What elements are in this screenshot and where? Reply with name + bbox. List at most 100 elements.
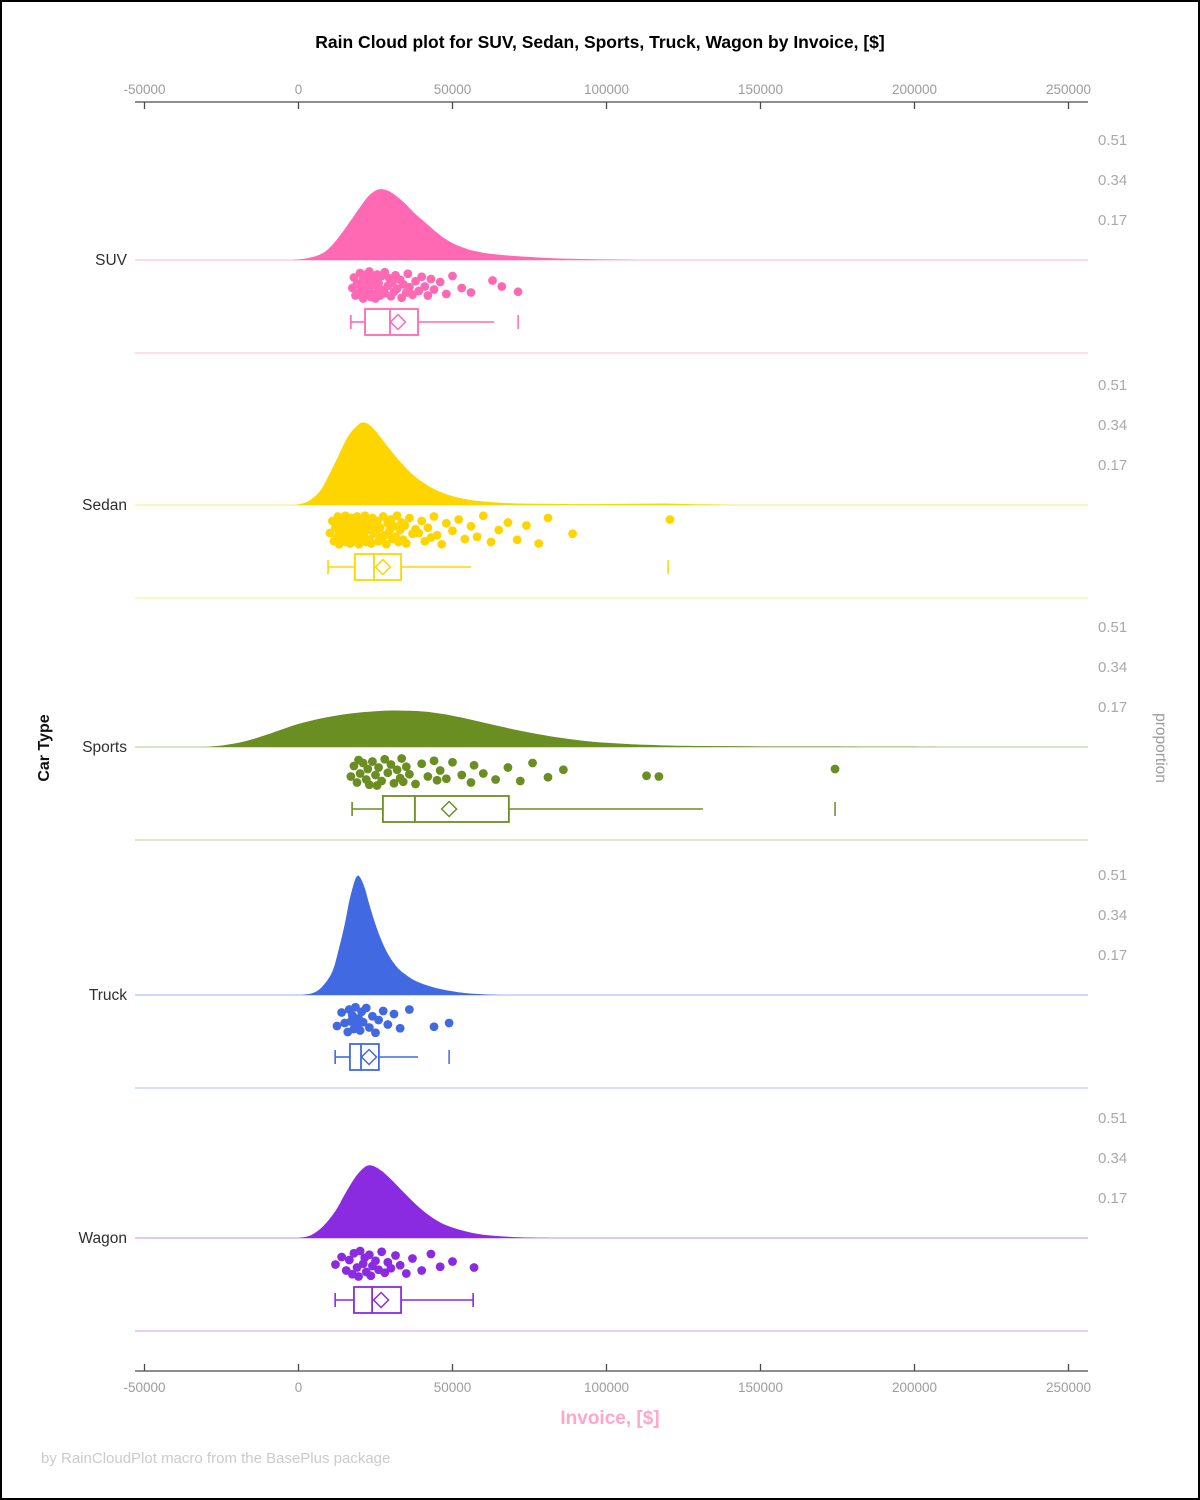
rain-point-sports: [392, 765, 402, 775]
category-label-truck: Truck: [89, 987, 127, 1004]
rain-point-sports: [441, 774, 451, 784]
box-sedan: [353, 553, 402, 581]
top-axis-tick-label: 0: [295, 82, 303, 97]
rain-point-sports: [503, 763, 513, 772]
rain-point-sports: [429, 756, 439, 766]
rain-point-suv: [388, 278, 397, 288]
rain-point-sedan: [460, 534, 470, 544]
rain-point-sports: [654, 772, 664, 781]
box-truck: [349, 1043, 380, 1071]
rain-point-truck: [337, 1008, 347, 1017]
mean-diamond-sports: [440, 800, 458, 818]
rain-point-sports: [374, 763, 383, 772]
rain-point-suv: [441, 289, 451, 299]
rain-point-truck: [364, 1023, 374, 1032]
rain-point-sports: [478, 769, 488, 778]
bottom-axis-tick-label: 0: [295, 1380, 303, 1395]
rain-point-suv: [457, 283, 467, 293]
rain-point-suv: [417, 272, 427, 282]
rain-point-wagon: [337, 1252, 347, 1262]
bottom-axis-tick-label: 250000: [1046, 1380, 1091, 1395]
rain-point-sports: [349, 761, 359, 771]
rain-point-truck: [395, 1023, 405, 1033]
rain-point-sports: [398, 777, 408, 787]
density-cloud-wagon: [298, 1165, 552, 1238]
rain-point-suv: [352, 279, 362, 288]
rain-point-sedan: [366, 539, 376, 548]
rain-point-wagon: [401, 1269, 411, 1278]
proportion-tick-label: 0.34: [1098, 659, 1127, 676]
rain-point-truck: [374, 1015, 383, 1025]
rain-point-sports: [352, 778, 362, 787]
box-sports: [381, 795, 510, 823]
rain-point-wagon: [435, 1262, 445, 1272]
rain-point-truck: [378, 1006, 388, 1016]
rain-point-sedan: [534, 539, 544, 548]
rain-point-sports: [417, 759, 427, 769]
rain-point-sedan: [466, 521, 476, 531]
proportion-tick-label: 0.51: [1098, 619, 1127, 636]
bottom-axis-tick-label: -50000: [123, 1380, 165, 1395]
rain-point-wagon: [366, 1271, 376, 1281]
rain-point-sports: [377, 776, 387, 786]
rain-point-sedan: [522, 521, 531, 530]
right-axis-title: proportion: [1152, 713, 1169, 783]
proportion-tick-label: 0.34: [1098, 907, 1127, 924]
rain-point-sedan: [404, 513, 414, 523]
rain-point-sedan: [448, 526, 457, 536]
rain-point-sports: [432, 775, 442, 785]
rain-point-sports: [371, 770, 380, 780]
rain-point-suv: [497, 282, 507, 291]
rain-point-suv: [374, 279, 383, 288]
rain-point-sedan: [454, 515, 464, 524]
rain-point-truck: [351, 1002, 360, 1012]
proportion-tick-label: 0.51: [1098, 1110, 1127, 1127]
rain-point-sedan: [400, 521, 410, 530]
rain-point-sedan: [360, 511, 370, 521]
rain-point-wagon: [469, 1263, 479, 1272]
rain-point-sports: [423, 772, 433, 781]
rain-point-truck: [371, 1028, 380, 1038]
rain-point-sports: [355, 769, 365, 778]
rain-point-sedan: [441, 518, 451, 528]
top-axis-tick-label: 150000: [738, 82, 783, 97]
rain-point-sports: [368, 757, 377, 766]
rain-point-suv: [466, 288, 476, 297]
bottom-axis-tick-label: 100000: [584, 1380, 629, 1395]
rain-point-suv: [423, 291, 433, 300]
rain-point-sports: [466, 778, 476, 787]
rain-point-suv: [513, 287, 523, 297]
mean-diamond-sedan: [374, 558, 392, 576]
rain-point-sedan: [432, 530, 442, 540]
rain-point-wagon: [354, 1272, 363, 1281]
rain-point-suv: [392, 284, 402, 294]
rain-point-sports: [411, 779, 420, 789]
mean-diamond-wagon: [372, 1291, 390, 1309]
rain-point-truck: [389, 1009, 399, 1019]
rain-point-truck: [383, 1020, 393, 1029]
proportion-tick-label: 0.34: [1098, 172, 1127, 189]
rain-point-wagon: [391, 1251, 400, 1260]
rain-point-suv: [429, 285, 439, 294]
top-axis-tick-label: -50000: [123, 82, 165, 97]
rain-point-sports: [528, 758, 537, 768]
rain-point-sports: [448, 757, 457, 767]
rain-point-sedan: [503, 518, 513, 527]
rain-point-wagon: [344, 1255, 354, 1265]
rain-point-sports: [364, 780, 374, 790]
rain-point-truck: [361, 1003, 371, 1013]
top-axis-tick-label: 250000: [1046, 82, 1091, 97]
rain-point-wagon: [386, 1263, 396, 1273]
rain-point-wagon: [380, 1268, 390, 1278]
rain-point-sedan: [543, 513, 553, 523]
rain-point-sedan: [414, 528, 424, 538]
rain-point-wagon: [408, 1254, 417, 1263]
rain-point-sports: [397, 754, 407, 763]
rain-point-sedan: [325, 528, 335, 538]
rain-point-truck: [444, 1018, 454, 1028]
rain-point-wagon: [377, 1247, 387, 1257]
rain-point-sports: [358, 758, 368, 768]
rain-point-sports: [363, 764, 373, 774]
rain-point-sedan: [486, 537, 496, 547]
rain-point-suv: [403, 269, 413, 279]
